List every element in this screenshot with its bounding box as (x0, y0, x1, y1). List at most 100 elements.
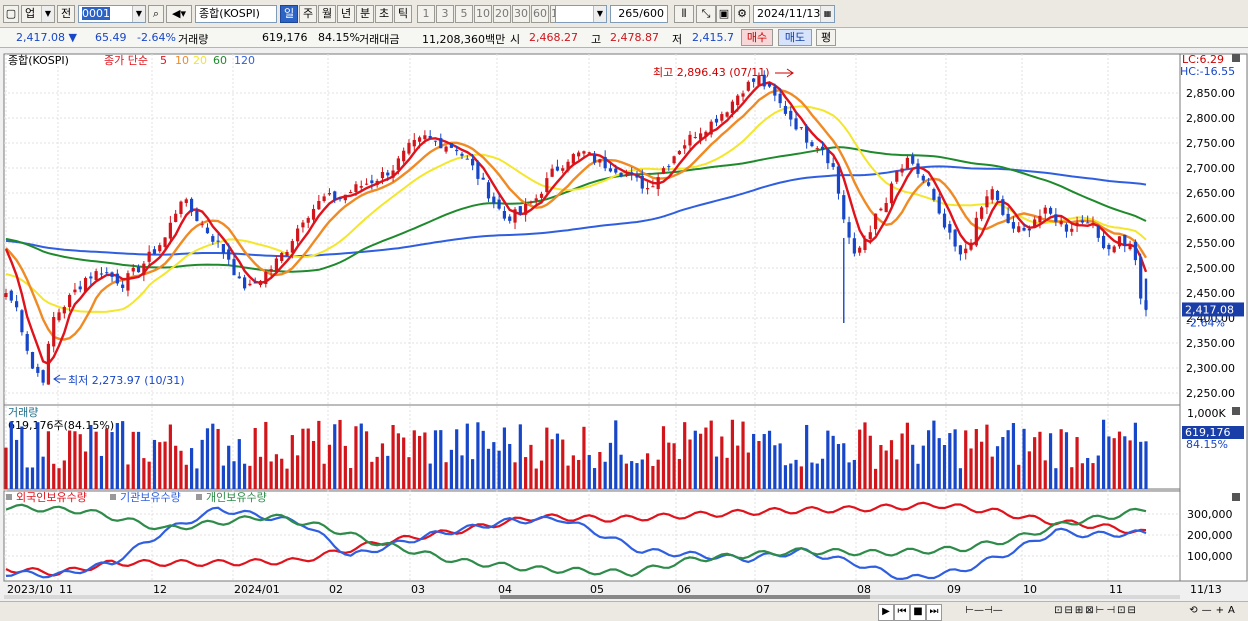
candle-body (826, 148, 830, 164)
candle-body (449, 143, 453, 148)
interval-button[interactable]: 5 (455, 5, 473, 23)
volume-bar (587, 455, 591, 489)
volume-bar (868, 435, 872, 489)
candle-body (423, 135, 427, 140)
candle-body (110, 272, 114, 277)
volume-bar (68, 430, 72, 489)
interval-button[interactable]: 1 (417, 5, 435, 23)
volume-bar (465, 423, 469, 489)
blank-select[interactable]: ▼ (555, 5, 607, 23)
volume-bar (1006, 430, 1010, 489)
forward-icon[interactable]: ⏭ (926, 604, 942, 621)
candle-body (439, 138, 443, 149)
candle-body (794, 118, 798, 130)
lc-label: LC:6.29 (1182, 53, 1224, 66)
candle-body (1091, 222, 1095, 224)
period-tab[interactable]: 주 (299, 5, 317, 23)
period-tab[interactable]: 틱 (394, 5, 412, 23)
date-input[interactable]: 2024/11/13 ▦ (753, 5, 835, 23)
volume-bar (9, 421, 13, 489)
sector-select[interactable]: 업 ▼ (21, 5, 55, 23)
search-icon[interactable]: ⌕ (148, 5, 164, 23)
volume-bar (619, 454, 623, 489)
rewind-icon[interactable]: ⏮ (894, 604, 910, 621)
candle-body (879, 208, 883, 211)
candle-body (985, 196, 989, 208)
speaker-icon[interactable]: ◀▾ (166, 5, 192, 23)
volume-bar (635, 463, 639, 489)
candle-body (253, 282, 257, 284)
holdings-y-tick: 300,000 (1187, 508, 1233, 521)
price-panel (3, 53, 1181, 406)
volume-bar (884, 450, 888, 489)
candle-body (630, 172, 634, 175)
save-icon[interactable]: ▣ (716, 5, 732, 23)
period-tab[interactable]: 일 (280, 5, 298, 23)
candle-body (969, 242, 973, 250)
volume-bar (1144, 441, 1148, 489)
volume-bar (46, 431, 51, 489)
candle-body (73, 289, 77, 293)
candle-body (1080, 220, 1084, 223)
gear-icon[interactable]: ⚙ (734, 5, 750, 23)
last-price-box (1182, 302, 1244, 317)
stop-icon[interactable]: ■ (910, 604, 926, 621)
candle-body (147, 251, 151, 262)
period-tab[interactable]: 분 (356, 5, 374, 23)
tool-icons[interactable]: ⊡⊟⊞⊠⊢⊣⊡⊟ (1054, 605, 1138, 616)
volume-bar (895, 459, 899, 489)
candle-body (640, 175, 644, 189)
volume-last-label: 619,176 (1185, 426, 1231, 439)
average-button[interactable]: 평 (816, 29, 836, 46)
play-icon[interactable]: ▶ (878, 604, 894, 621)
volume-bar (280, 458, 284, 489)
period-tab[interactable]: 년 (337, 5, 355, 23)
volume-bar (529, 444, 533, 489)
volume-bar (142, 458, 146, 489)
candle-body (402, 150, 406, 162)
volume-bar (253, 427, 257, 489)
volume-bar (227, 445, 231, 489)
interval-button[interactable]: 20 (493, 5, 511, 23)
prev-button[interactable]: 전 (57, 5, 75, 23)
candle-body (296, 228, 300, 242)
interval-button[interactable]: 30 (512, 5, 530, 23)
crosshair-icon[interactable]: ⤡ (696, 5, 716, 23)
volume-bar (746, 452, 750, 489)
volume-bar (486, 448, 491, 489)
interval-button[interactable]: 3 (436, 5, 454, 23)
layout-icon[interactable]: ▢ (3, 5, 19, 23)
x-tick-label: 03 (411, 583, 425, 596)
zoom-controls[interactable]: ⟲—+A (1189, 605, 1239, 616)
period-tab[interactable]: 초 (375, 5, 393, 23)
candle-body (518, 206, 522, 214)
high-value: 2,478.87 (610, 31, 659, 44)
buy-button[interactable]: 매수 (741, 29, 773, 46)
volume-bar (704, 427, 708, 489)
close-icon (1232, 407, 1240, 415)
candle-body (592, 155, 597, 163)
candle-body (258, 280, 263, 286)
candle-body (889, 183, 894, 204)
x-tick-label: 08 (857, 583, 871, 596)
chart-area[interactable]: 2023/10 11 12 2024/01 02 03 04 05 06 07 08 09 10 11 11… (0, 48, 1248, 601)
sell-button[interactable]: 매도 (778, 29, 812, 46)
zoom-slider[interactable]: ⊢—⊣— (965, 605, 1003, 616)
code-input[interactable]: 0001 ▼ (78, 5, 146, 23)
count-field[interactable]: 265/600 (610, 5, 668, 23)
volume-bar (688, 439, 692, 489)
candle-body (1059, 221, 1063, 225)
institution-line (5, 506, 1147, 581)
chart-legend-item: 10 (175, 54, 189, 67)
volume-bar (460, 455, 464, 489)
candle-body (651, 186, 655, 188)
bar-type-icon[interactable]: ⫴ (674, 5, 694, 23)
volume-bar (879, 445, 883, 489)
period-tab[interactable]: 월 (318, 5, 336, 23)
close-icon (1232, 493, 1240, 501)
interval-button[interactable]: 10 (474, 5, 492, 23)
candle-body (142, 263, 146, 275)
interval-button[interactable]: 60 (531, 5, 549, 23)
volume-bar (211, 423, 215, 489)
